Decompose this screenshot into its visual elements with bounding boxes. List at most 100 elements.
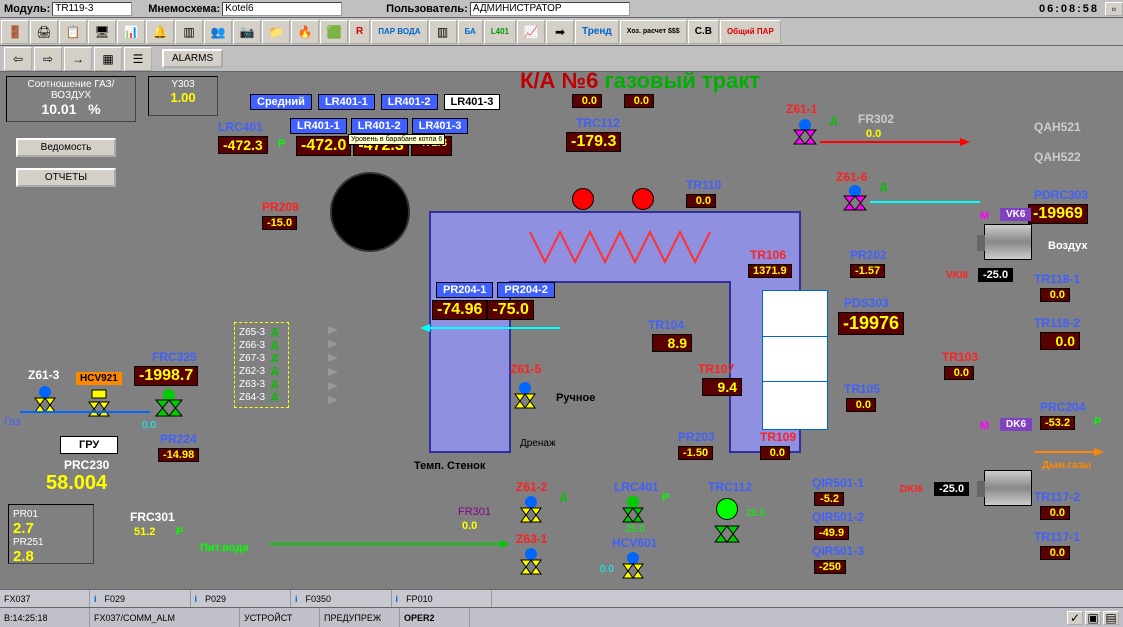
mimic-canvas: К/А №6 газовый тракт Соотношение ГАЗ/ВОЗ… — [0, 72, 1123, 587]
trc112b-label: TRC112 — [708, 480, 752, 494]
vk6-motor-icon[interactable] — [984, 224, 1032, 260]
toolbar-block-icon[interactable]: 🟩 — [320, 20, 348, 44]
sb-alm[interactable]: FX037/COMM_ALM — [90, 608, 240, 627]
sredniy-box[interactable]: Средний — [250, 94, 312, 110]
sb-p029[interactable]: P029 — [201, 590, 291, 607]
lr401-1-box[interactable]: LR401-1 — [318, 94, 375, 110]
z66-3: Z66-3 — [239, 340, 265, 351]
module-field[interactable] — [52, 2, 132, 16]
qir501-1-label: QIR501-1 — [812, 476, 864, 490]
user-field[interactable] — [470, 2, 630, 16]
toolbar-sv-button[interactable]: С.В — [688, 20, 719, 44]
z61-1-valve-icon[interactable] — [790, 118, 820, 146]
alarms-button[interactable]: ALARMS — [162, 49, 223, 68]
z61-6-valve-icon[interactable] — [840, 184, 870, 212]
toolbar-arrow-icon[interactable]: ➡ — [546, 20, 574, 44]
hcv601-valve-icon[interactable] — [618, 550, 648, 580]
sb-ustr[interactable]: УСТРОЙСТ — [240, 608, 320, 627]
tr109-label: TR109 — [760, 430, 796, 444]
sb-btn3-icon[interactable]: ▤ — [1103, 611, 1119, 625]
trc112-valve-icon[interactable] — [712, 522, 742, 546]
nozzle-icon — [328, 368, 338, 376]
window-min-icon[interactable]: ▫ — [1105, 2, 1123, 16]
z61-3-valve-icon[interactable] — [30, 384, 60, 414]
toolbar-graph-icon[interactable]: 📈 — [517, 20, 545, 44]
lrc401-valve-icon[interactable] — [618, 494, 648, 524]
nav-list-icon[interactable]: ☰ — [124, 47, 152, 71]
tr118-2-label: TR118-2 — [1034, 316, 1080, 330]
toolbar-l401-button[interactable]: L401 — [484, 20, 516, 44]
title-ka: К/А №6 — [520, 68, 598, 93]
toolbar-bell-icon[interactable]: 🔔 — [146, 20, 174, 44]
sb-oper[interactable]: OPER2 — [400, 608, 470, 627]
m-vk6: М — [980, 210, 989, 222]
tr106-label: TR106 — [750, 248, 786, 262]
fr302-value: 0.0 — [866, 128, 881, 140]
z67-3: Z67-3 — [239, 353, 265, 364]
tr104-value: 8.9 — [652, 334, 692, 352]
nozzle-icon — [328, 396, 338, 404]
ratio-label: Соотношение ГАЗ/ВОЗДУХ — [11, 79, 131, 101]
mnemo-label: Мнемосхема: — [148, 3, 220, 15]
tr107-value: 9.4 — [702, 378, 742, 396]
lr401-3-box[interactable]: LR401-3 — [444, 94, 501, 110]
sb-btn1-icon[interactable]: ✓ — [1067, 611, 1083, 625]
frc325-valve-icon[interactable] — [152, 388, 186, 418]
toolbar-exit-icon[interactable]: 🚪 — [1, 20, 29, 44]
lr401-2b[interactable]: LR401-2 — [351, 118, 408, 134]
toolbar-obshiy-par-button[interactable]: Общий ПАР — [720, 20, 781, 44]
lr401-2-box[interactable]: LR401-2 — [381, 94, 438, 110]
toolbar-fire-icon[interactable]: 🔥 — [291, 20, 319, 44]
toolbar-r-button[interactable]: R — [349, 20, 370, 44]
sb-pred[interactable]: ПРЕДУПРЕЖ — [320, 608, 400, 627]
toolbar-chart-icon[interactable]: 📊 — [117, 20, 145, 44]
z63-1-valve-icon[interactable] — [516, 546, 546, 576]
hcv921-label: HCV921 — [76, 372, 122, 385]
sb-f029[interactable]: F029 — [101, 590, 191, 607]
vedomost-button[interactable]: Ведомость — [16, 138, 116, 157]
toolbar-users-icon[interactable]: 👥 — [204, 20, 232, 44]
tr107-label: TR107 — [698, 362, 734, 376]
toolbar-hoz-button[interactable]: Хоз. расчет $$$ — [620, 20, 687, 44]
toolbar-clipboard-icon[interactable]: 📋 — [59, 20, 87, 44]
z61-2-valve-icon[interactable] — [516, 494, 546, 524]
toolbar-trend-button[interactable]: Тренд — [575, 20, 619, 44]
trc-v1: 25.0 — [746, 508, 765, 519]
nav-back-icon[interactable]: ⇦ — [4, 47, 32, 71]
trc112-actuator-icon[interactable] — [716, 498, 738, 520]
module-label: Модуль: — [4, 3, 50, 15]
mnemo-field[interactable] — [222, 2, 342, 16]
tr118-2-value: 0.0 — [1040, 332, 1080, 350]
nav-right-icon[interactable]: → — [64, 47, 92, 71]
nav-palette-icon[interactable]: ▦ — [94, 47, 122, 71]
lr401-1b[interactable]: LR401-1 — [290, 118, 347, 134]
sb-f0350[interactable]: F0350 — [302, 590, 392, 607]
frc301-label: FRC301 — [130, 510, 175, 524]
lr401-3b[interactable]: LR401-3 — [412, 118, 469, 134]
z61-5-valve-icon[interactable] — [510, 380, 540, 410]
nav-fwd-icon[interactable]: ⇨ — [34, 47, 62, 71]
dki6-label: DKI6 — [900, 484, 923, 495]
pr209-label: PR209 — [262, 200, 299, 214]
qah521-label: QAH521 — [1034, 120, 1081, 134]
prc230-label: PRC230 — [64, 458, 109, 472]
toolbar-folder-icon[interactable]: 📁 — [262, 20, 290, 44]
toolbar-bars2-icon[interactable]: ▥ — [429, 20, 457, 44]
toolbar-screen-icon[interactable]: 🖥 — [88, 20, 116, 44]
toolbar-par-voda-button[interactable]: ПАР ВОДА — [371, 20, 427, 44]
sb-fx037[interactable]: FX037 — [0, 590, 90, 607]
tr117-1-label: TR117-1 — [1034, 530, 1080, 544]
toolbar-camera-icon[interactable]: 📷 — [233, 20, 261, 44]
burner-1-icon — [572, 188, 594, 210]
hcv921-valve-icon[interactable] — [84, 388, 114, 418]
burner-2-icon — [632, 188, 654, 210]
dk6-motor-icon[interactable] — [984, 470, 1032, 506]
gru-box[interactable]: ГРУ — [60, 436, 118, 454]
top-menu-bar: Модуль: Мнемосхема: Пользователь: 06:08:… — [0, 0, 1123, 18]
reports-button[interactable]: ОТЧЕТЫ — [16, 168, 116, 187]
toolbar-print-icon[interactable]: 🖨 — [30, 20, 58, 44]
toolbar-ba-button[interactable]: БА — [458, 20, 483, 44]
sb-btn2-icon[interactable]: ▣ — [1085, 611, 1101, 625]
sb-fp010[interactable]: FP010 — [402, 590, 492, 607]
toolbar-bars-icon[interactable]: ▥ — [175, 20, 203, 44]
